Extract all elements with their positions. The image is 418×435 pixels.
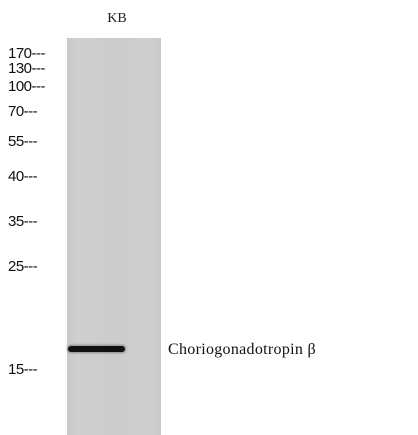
gel-lane bbox=[67, 38, 161, 435]
marker-55: 55--- bbox=[8, 133, 38, 150]
lane-label: KB bbox=[107, 11, 127, 26]
marker-40: 40--- bbox=[8, 168, 38, 185]
marker-15: 15--- bbox=[8, 361, 38, 378]
marker-35: 35--- bbox=[8, 213, 38, 230]
band-label: Choriogonadotropin β bbox=[168, 341, 316, 358]
protein-band bbox=[68, 346, 125, 352]
marker-70: 70--- bbox=[8, 103, 38, 120]
marker-100: 100--- bbox=[8, 78, 46, 95]
marker-170: 170--- bbox=[8, 45, 46, 62]
marker-25: 25--- bbox=[8, 258, 38, 275]
marker-130: 130--- bbox=[8, 60, 46, 77]
